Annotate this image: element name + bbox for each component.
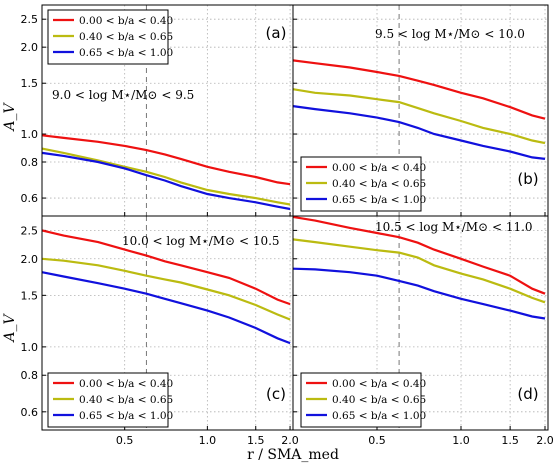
panel-3: 0.6 0.8 1.0 1.5 2.0 2.5 0.5 1.0 1.5 2.0 (c) 10.0 < … [21, 215, 299, 447]
panel-1: 0.6 0.8 1.0 1.5 2.0 2.5 (a) 9.0 < log M⋆/M⊙ < 9… [21, 4, 294, 217]
legend-entry: 0.00 < b/a < 0.40 [79, 15, 173, 27]
panel-letter: (a) [266, 24, 287, 42]
y-tick-label: 1.0 [21, 128, 39, 141]
x-tick-label: 0.5 [368, 434, 386, 447]
x-axis-label: r / SMA_med [247, 447, 339, 463]
series-line-3 [41, 151, 291, 211]
series-line-2 [292, 88, 546, 145]
panel-4: 0.5 1.0 1.5 2.0 (d) 10.5 < log M⋆/M⊙ < 11.0 0.… [292, 215, 553, 447]
legend: 0.00 < b/a < 0.40 0.40 < b/a < 0.65 0.65 <… [300, 156, 426, 212]
legend: 0.00 < b/a < 0.40 0.40 < b/a < 0.65 0.65 <… [47, 9, 173, 65]
mass-range-label: 10.5 < log M⋆/M⊙ < 11.0 [375, 220, 533, 234]
series-line-1 [292, 215, 546, 295]
x-tick-label: 0.5 [116, 434, 134, 447]
x-tick-label: 2.0 [536, 434, 553, 447]
series-line-1 [292, 59, 546, 120]
x-tick-label: 1.0 [452, 434, 470, 447]
panel-2: (b) 9.5 < log M⋆/M⊙ < 10.0 0.00 < b/a < 0.… [292, 4, 549, 217]
mass-range-label: 9.0 < log M⋆/M⊙ < 9.5 [52, 88, 194, 102]
series-line-1 [41, 134, 291, 186]
x-tick-label: 2.0 [281, 434, 299, 447]
legend: 0.00 < b/a < 0.40 0.40 < b/a < 0.65 0.65 <… [300, 372, 426, 428]
series-line-3 [41, 271, 291, 345]
y-tick-label: 0.6 [21, 406, 39, 419]
x-tick-label: 1.5 [247, 434, 265, 447]
legend-entry: 0.40 < b/a < 0.65 [79, 394, 173, 406]
series-line-2 [41, 147, 291, 206]
legend-entry: 0.40 < b/a < 0.65 [332, 394, 426, 406]
y-axis-label-bottom: A_V [2, 313, 18, 344]
mass-range-label: 9.5 < log M⋆/M⊙ < 10.0 [375, 27, 525, 41]
x-tick-label: 1.0 [199, 434, 217, 447]
y-axis-label-top: A_V [2, 102, 18, 133]
legend: 0.00 < b/a < 0.40 0.40 < b/a < 0.65 0.65 <… [47, 372, 173, 428]
legend-entry: 0.65 < b/a < 1.00 [332, 194, 426, 206]
panel-letter: (d) [517, 385, 538, 403]
legend-entry: 0.40 < b/a < 0.65 [79, 31, 173, 43]
y-tick-label: 1.5 [21, 77, 39, 90]
legend-entry: 0.65 < b/a < 1.00 [332, 410, 426, 422]
legend-entry: 0.65 < b/a < 1.00 [79, 410, 173, 422]
legend-entry: 0.00 < b/a < 0.40 [332, 378, 426, 390]
legend-entry: 0.65 < b/a < 1.00 [79, 47, 173, 59]
mass-range-label: 10.0 < log M⋆/M⊙ < 10.5 [122, 234, 280, 248]
y-tick-label: 0.8 [21, 369, 39, 382]
legend-entry: 0.00 < b/a < 0.40 [79, 378, 173, 390]
y-tick-label: 1.0 [21, 341, 39, 354]
panel-frame [292, 215, 549, 431]
y-tick-label: 2.5 [21, 224, 39, 237]
panel-letter: (b) [517, 170, 538, 188]
legend-entry: 0.00 < b/a < 0.40 [332, 162, 426, 174]
series-line-1 [41, 229, 291, 306]
legend-entry: 0.40 < b/a < 0.65 [332, 178, 426, 190]
series-line-2 [292, 238, 546, 304]
series-line-3 [292, 267, 546, 320]
y-tick-label: 2.5 [21, 13, 39, 26]
panel-letter: (c) [266, 385, 286, 403]
y-tick-label: 2.0 [21, 253, 39, 266]
y-tick-label: 0.8 [21, 156, 39, 169]
x-tick-label: 1.5 [501, 434, 519, 447]
y-tick-label: 1.5 [21, 289, 39, 302]
y-tick-label: 2.0 [21, 41, 39, 54]
series-line-3 [292, 105, 546, 160]
y-tick-label: 0.6 [21, 192, 39, 205]
series-line-2 [41, 257, 291, 321]
